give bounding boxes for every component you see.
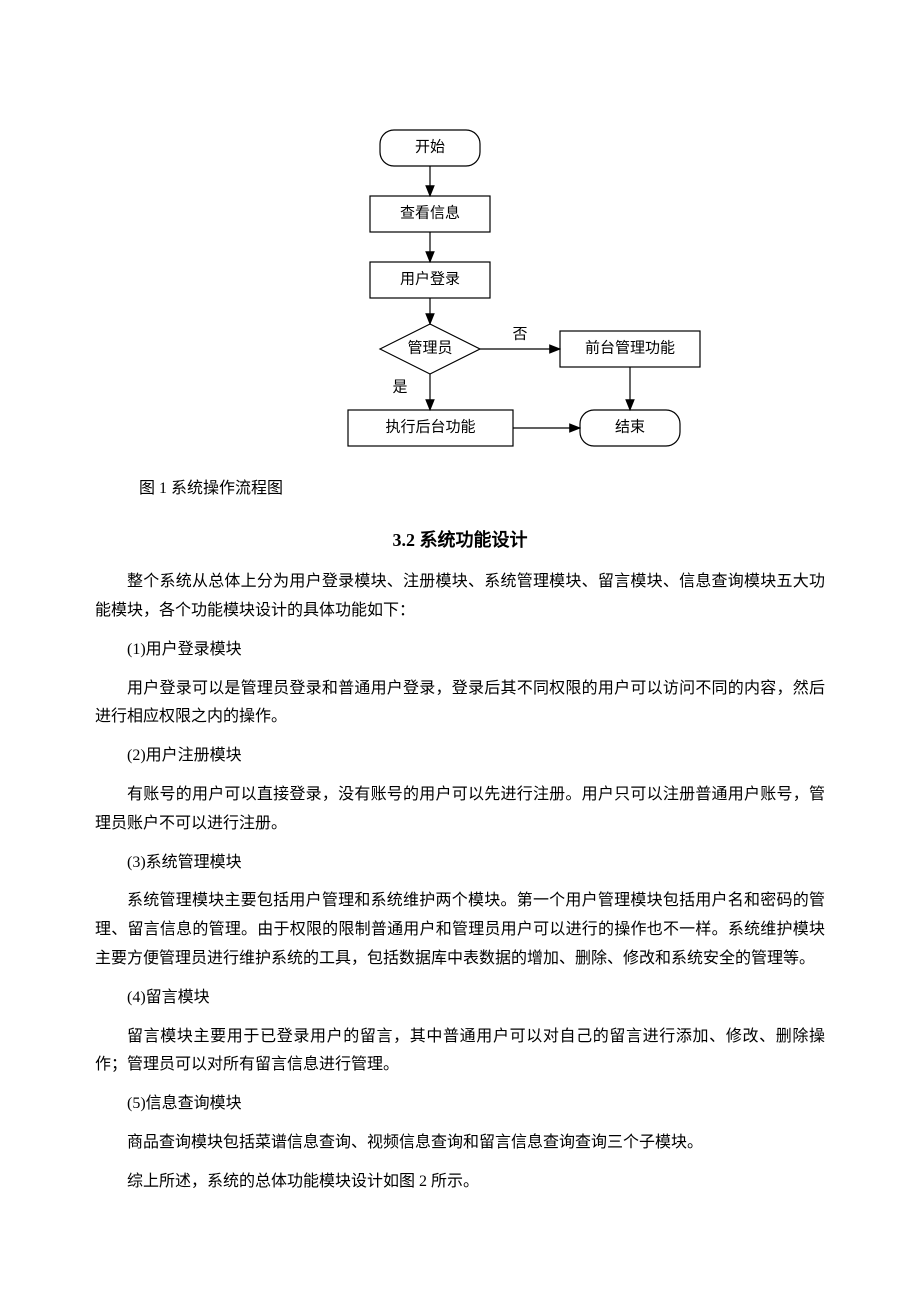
section-title: 3.2 系统功能设计	[95, 524, 825, 556]
flowchart-diagram: 开始查看信息用户登录管理员 前台管理功能执行后台功能 结束 是 否	[180, 100, 740, 460]
subitem-5-body: 商品查询模块包括菜谱信息查询、视频信息查询和留言信息查询查询三个子模块。	[95, 1129, 825, 1158]
svg-text:管理员: 管理员	[407, 339, 452, 356]
subitem-2-title: (2)用户注册模块	[95, 742, 825, 771]
subitem-5-title: (5)信息查询模块	[95, 1090, 825, 1119]
subitem-1-title: (1)用户登录模块	[95, 636, 825, 665]
summary-paragraph: 综上所述，系统的总体功能模块设计如图 2 所示。	[95, 1168, 825, 1197]
svg-text:否: 否	[512, 326, 527, 342]
svg-text:结束: 结束	[615, 418, 645, 435]
svg-text:查看信息: 查看信息	[400, 204, 460, 221]
subitem-4-body: 留言模块主要用于已登录用户的留言，其中普通用户可以对自己的留言进行添加、修改、删…	[95, 1023, 825, 1081]
svg-text:执行后台功能: 执行后台功能	[385, 418, 475, 435]
subitem-1-body: 用户登录可以是管理员登录和普通用户登录，登录后其不同权限的用户可以访问不同的内容…	[95, 675, 825, 733]
subitem-3-title: (3)系统管理模块	[95, 849, 825, 878]
svg-text:前台管理功能: 前台管理功能	[585, 339, 675, 356]
svg-text:是: 是	[392, 379, 407, 395]
flowchart-container: 开始查看信息用户登录管理员 前台管理功能执行后台功能 结束 是 否	[95, 100, 825, 460]
figure-caption: 图 1 系统操作流程图	[139, 475, 825, 504]
subitem-2-body: 有账号的用户可以直接登录，没有账号的用户可以先进行注册。用户只可以注册普通用户账…	[95, 781, 825, 839]
subitem-4-title: (4)留言模块	[95, 984, 825, 1013]
subitem-3-body: 系统管理模块主要包括用户管理和系统维护两个模块。第一个用户管理模块包括用户名和密…	[95, 887, 825, 973]
svg-text:用户登录: 用户登录	[400, 270, 460, 287]
svg-text:开始: 开始	[415, 138, 445, 155]
intro-paragraph: 整个系统从总体上分为用户登录模块、注册模块、系统管理模块、留言模块、信息查询模块…	[95, 568, 825, 626]
